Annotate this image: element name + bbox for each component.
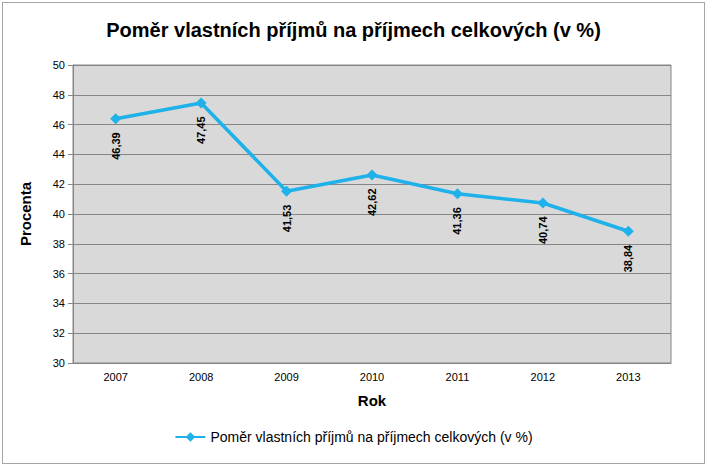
svg-text:2012: 2012 <box>531 371 555 383</box>
svg-text:47,45: 47,45 <box>195 116 207 144</box>
svg-text:50: 50 <box>53 59 65 71</box>
svg-text:2009: 2009 <box>274 371 298 383</box>
svg-text:40,74: 40,74 <box>537 216 549 244</box>
svg-text:2011: 2011 <box>446 371 470 383</box>
svg-text:30: 30 <box>53 357 65 369</box>
svg-text:42: 42 <box>53 178 65 190</box>
svg-text:36: 36 <box>53 268 65 280</box>
svg-text:44: 44 <box>53 148 65 160</box>
svg-text:Poměr vlastních příjmů na příj: Poměr vlastních příjmů na příjmech celko… <box>106 19 601 41</box>
svg-text:41,53: 41,53 <box>281 205 293 233</box>
svg-text:Rok: Rok <box>358 392 387 409</box>
svg-text:48: 48 <box>53 89 65 101</box>
svg-text:2007: 2007 <box>103 371 127 383</box>
svg-text:Poměr vlastních příjmů na příj: Poměr vlastních příjmů na příjmech celko… <box>210 429 532 445</box>
svg-text:46,39: 46,39 <box>110 132 122 160</box>
svg-text:Procenta: Procenta <box>17 181 34 246</box>
svg-text:32: 32 <box>53 327 65 339</box>
svg-text:2008: 2008 <box>189 371 213 383</box>
svg-text:2013: 2013 <box>616 371 640 383</box>
svg-text:38,84: 38,84 <box>622 244 634 272</box>
svg-text:38: 38 <box>53 238 65 250</box>
svg-text:41,36: 41,36 <box>451 207 463 235</box>
svg-text:42,62: 42,62 <box>366 188 378 216</box>
svg-text:40: 40 <box>53 208 65 220</box>
svg-text:46: 46 <box>53 119 65 131</box>
svg-text:2010: 2010 <box>360 371 384 383</box>
svg-text:34: 34 <box>53 297 65 309</box>
